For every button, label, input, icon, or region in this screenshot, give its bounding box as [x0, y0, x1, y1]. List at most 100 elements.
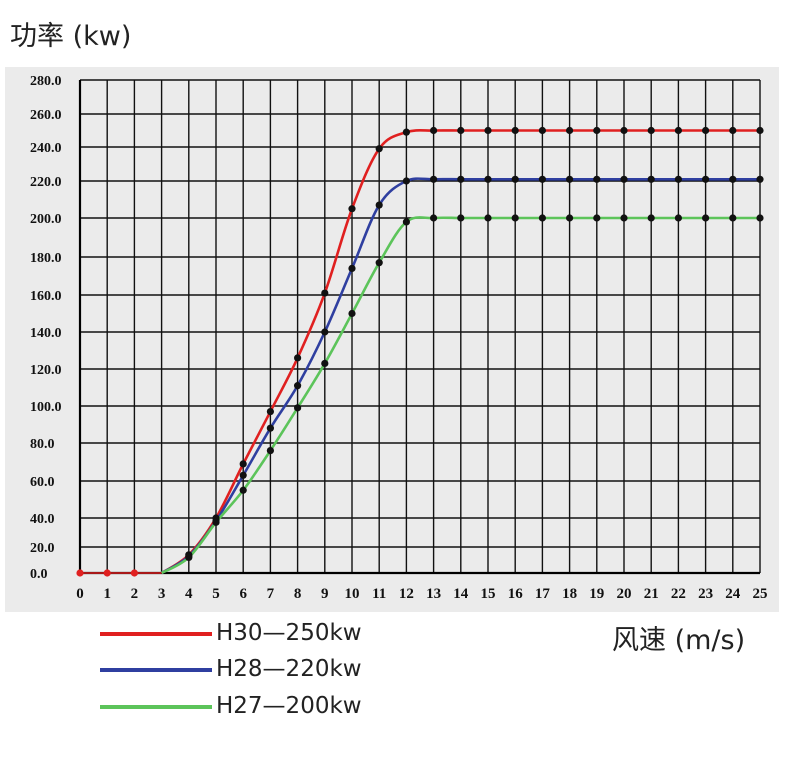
legend-item-h28: H28—220kw — [100, 656, 430, 686]
y-tick-label-9: 180.0 — [30, 251, 62, 266]
data-point-h28-7 — [266, 424, 274, 432]
data-point-h28-16 — [511, 175, 519, 183]
data-point-h30-15 — [484, 126, 492, 135]
data-point-h27-15 — [484, 214, 492, 222]
data-point-h27-22 — [674, 214, 683, 222]
data-point-h30-20 — [620, 126, 628, 135]
x-tick-label-21: 21 — [644, 586, 659, 602]
legend-label-h28: H28—220kw — [216, 656, 362, 682]
data-point-h28-21 — [647, 175, 655, 183]
data-point-h30-10 — [348, 205, 356, 213]
x-tick-label-20: 20 — [617, 586, 632, 602]
data-point-h30-11 — [375, 145, 383, 153]
data-point-h28-20 — [620, 175, 628, 183]
x-tick-label-15: 15 — [481, 586, 496, 602]
data-point-h30-21 — [647, 126, 655, 135]
data-point-h30-9 — [321, 289, 329, 297]
data-point-h30-25 — [756, 126, 764, 135]
x-tick-label-14: 14 — [453, 586, 469, 602]
data-point-h27-23 — [702, 214, 710, 222]
x-tick-label-6: 6 — [239, 586, 247, 602]
legend-label-h27: H27—200kw — [216, 693, 362, 719]
data-point-h30-17 — [538, 126, 547, 135]
data-point-h27-8 — [294, 404, 302, 412]
data-point-h28-11 — [375, 201, 383, 209]
legend-item-h30: H30—250kw — [100, 620, 430, 650]
x-tick-label-11: 11 — [372, 586, 386, 602]
x-tick-label-9: 9 — [321, 586, 329, 602]
x-tick-label-7: 7 — [267, 586, 275, 602]
x-tick-label-2: 2 — [131, 586, 139, 602]
y-tick-label-2: 40.0 — [30, 512, 55, 527]
data-point-h30-12 — [402, 128, 410, 136]
data-point-h30-22 — [674, 126, 683, 135]
x-tick-label-4: 4 — [185, 586, 193, 602]
data-point-h27-9 — [321, 359, 329, 368]
x-tick-label-0: 0 — [76, 586, 84, 602]
y-tick-label-0: 0.0 — [30, 567, 48, 582]
data-point-h30-16 — [511, 126, 519, 135]
x-tick-label-17: 17 — [535, 586, 551, 602]
y-tick-label-8: 160.0 — [30, 289, 62, 304]
data-point-h28-9 — [321, 328, 329, 336]
data-point-h28-25 — [756, 175, 764, 183]
data-point-h30-13 — [430, 126, 438, 135]
data-point-h28-12 — [402, 177, 410, 185]
data-point-h28-24 — [729, 175, 737, 183]
data-point-h27-11 — [375, 259, 383, 267]
y-tick-label-6: 120.0 — [30, 363, 62, 378]
x-tick-label-18: 18 — [562, 586, 577, 602]
x-axis-title: 风速 (m/s) — [612, 625, 746, 656]
data-point-h28-22 — [674, 175, 683, 183]
data-point-h28-13 — [430, 175, 438, 183]
data-point-h27-18 — [566, 214, 574, 222]
data-point-h27-6 — [239, 486, 247, 494]
data-point-h28-18 — [566, 175, 574, 183]
data-point-h30-18 — [566, 126, 574, 135]
data-point-h27-24 — [729, 214, 737, 222]
y-tick-label-4: 80.0 — [30, 437, 55, 452]
x-tick-label-24: 24 — [725, 586, 741, 602]
data-point-h28-23 — [702, 175, 710, 183]
data-point-h30-23 — [702, 126, 710, 135]
y-tick-label-12: 240.0 — [30, 141, 62, 156]
y-tick-label-7: 140.0 — [30, 326, 62, 341]
zero-point-2 — [130, 569, 138, 577]
data-point-h27-21 — [647, 214, 655, 222]
y-tick-label-11: 220.0 — [30, 175, 62, 190]
data-point-h28-19 — [593, 175, 601, 183]
legend-label-h30: H30—250kw — [216, 620, 362, 646]
y-tick-label-10: 200.0 — [30, 212, 62, 227]
data-point-h28-8 — [294, 382, 302, 390]
x-tick-label-12: 12 — [399, 586, 414, 602]
x-tick-label-5: 5 — [212, 586, 220, 602]
data-point-h30-8 — [294, 354, 302, 362]
x-tick-label-23: 23 — [698, 586, 713, 602]
data-point-h30-6 — [239, 460, 247, 468]
y-axis-title: 功率 (kw) — [10, 21, 132, 52]
data-point-h28-17 — [538, 175, 547, 183]
x-tick-label-1: 1 — [103, 586, 111, 602]
zero-point-1 — [103, 569, 111, 577]
zero-point-0 — [76, 569, 84, 577]
x-tick-label-10: 10 — [345, 586, 360, 602]
data-point-h27-10 — [348, 309, 356, 318]
data-point-h30-19 — [593, 126, 601, 135]
x-tick-label-16: 16 — [508, 586, 524, 602]
y-tick-label-3: 60.0 — [30, 475, 55, 490]
data-point-h27-14 — [457, 214, 465, 222]
y-tick-label-14: 280.0 — [30, 74, 62, 89]
legend-item-h27: H27—200kw — [100, 693, 430, 723]
data-point-h28-14 — [457, 175, 465, 183]
legend-swatch-h28 — [100, 668, 212, 672]
y-tick-label-13: 260.0 — [30, 108, 62, 123]
data-point-h27-7 — [266, 447, 274, 455]
x-tick-label-25: 25 — [753, 586, 768, 602]
x-tick-label-8: 8 — [294, 586, 302, 602]
x-tick-label-19: 19 — [589, 586, 604, 602]
data-point-h28-15 — [484, 175, 492, 183]
data-point-h27-25 — [756, 214, 764, 222]
data-point-h27-12 — [402, 218, 410, 226]
data-point-h27-17 — [538, 214, 547, 222]
